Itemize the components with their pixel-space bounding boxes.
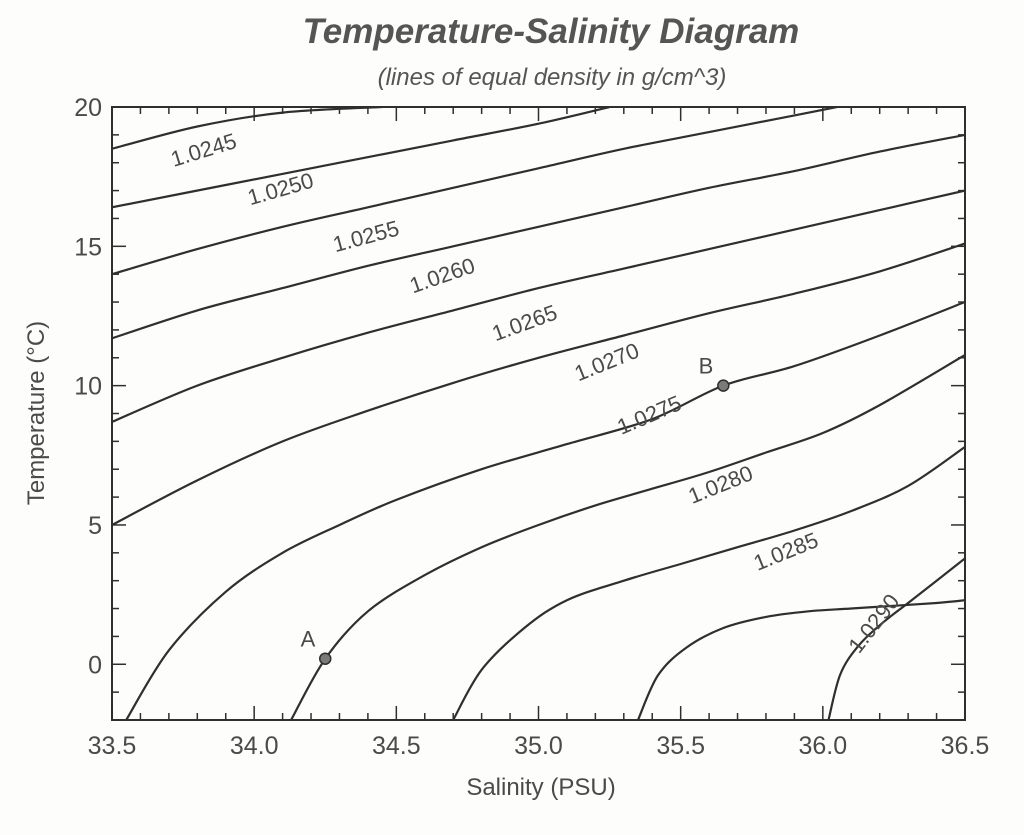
density-contour-line (112, 107, 610, 209)
sample-point-label: A (301, 627, 316, 652)
x-tick-label: 34.5 (372, 732, 421, 760)
x-tick-label: 34.0 (230, 732, 279, 760)
density-contour-line (125, 300, 965, 720)
x-tick-label: 36.5 (941, 732, 990, 760)
plot-frame (111, 106, 966, 721)
x-tick-label: 33.5 (88, 732, 137, 760)
density-contour-line (636, 599, 965, 720)
contour-label: 1.0270 (571, 338, 643, 386)
x-tick-label: 35.5 (656, 732, 705, 760)
sample-point-b (717, 379, 730, 392)
contour-label: 1.0290 (843, 589, 904, 657)
contour-label: 1.0245 (168, 128, 240, 172)
density-contour-line (112, 107, 838, 276)
contour-label: 1.0260 (406, 253, 478, 299)
contour-label: 1.0275 (613, 390, 685, 439)
contour-label: 1.0265 (489, 300, 561, 347)
chart-subtitle: (lines of equal density in g/cm^3) (377, 64, 727, 91)
density-contours (112, 107, 965, 720)
density-contour-line (452, 445, 965, 720)
density-contour-line (112, 189, 965, 423)
sample-point-a (319, 652, 332, 665)
density-contour-line (112, 107, 383, 150)
density-contour-line (112, 133, 965, 340)
y-tick-label: 0 (88, 651, 102, 679)
y-tick-label: 10 (74, 373, 102, 401)
sample-point-label: B (699, 354, 714, 379)
density-contour-labels: 1.02451.02501.02551.02601.02651.02701.02… (168, 128, 905, 657)
density-contour-line (290, 354, 965, 720)
chart-title: Temperature-Salinity Diagram (302, 12, 800, 51)
y-tick-label: 15 (74, 233, 102, 261)
x-tick-label: 35.0 (514, 732, 563, 760)
density-contour-line (112, 242, 965, 526)
density-contour-line (827, 557, 965, 720)
x-tick-label: 36.0 (798, 732, 847, 760)
contour-label: 1.0255 (330, 216, 401, 258)
axes: 33.5 34.0 34.5 35.0 35.5 36.0 36.5 0 5 10 15 20 (74, 94, 989, 760)
y-tick-label: 5 (88, 512, 102, 540)
y-tick-label: 20 (74, 94, 102, 122)
y-axis-label: Temperature (°C) (23, 321, 50, 505)
x-axis-label: Salinity (PSU) (466, 774, 615, 801)
sample-points: AB (301, 354, 730, 665)
contour-label: 1.0285 (750, 527, 822, 575)
